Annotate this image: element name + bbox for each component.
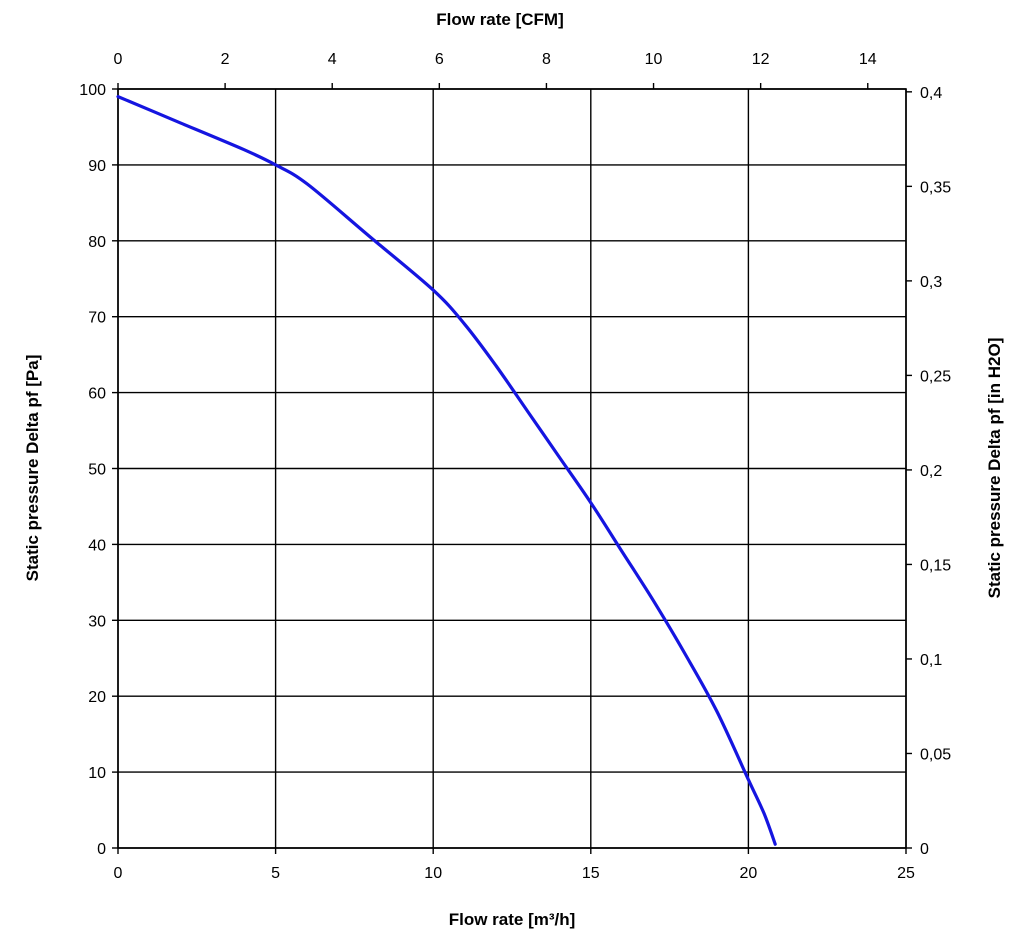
right-tick-label: 0 xyxy=(920,841,929,858)
left-tick-label: 40 xyxy=(88,537,106,554)
left-tick-label: 50 xyxy=(88,462,106,479)
top-tick-label: 12 xyxy=(752,51,770,68)
top-tick-label: 4 xyxy=(328,51,337,68)
grid-lines xyxy=(117,88,907,849)
left-tick-label: 20 xyxy=(88,689,106,706)
left-tick-label: 30 xyxy=(88,613,106,630)
x-axis-bottom-title: Flow rate [m³/h] xyxy=(449,910,576,929)
tick-marks xyxy=(112,83,912,854)
top-tick-label: 2 xyxy=(221,51,230,68)
right-tick-label: 0,4 xyxy=(920,85,942,102)
left-tick-label: 60 xyxy=(88,386,106,403)
left-tick-label: 80 xyxy=(88,234,106,251)
plot-frame xyxy=(117,88,907,849)
top-tick-label: 10 xyxy=(645,51,663,68)
series-line-pressure-curve xyxy=(116,95,777,846)
top-tick-label: 6 xyxy=(435,51,444,68)
bottom-tick-label: 5 xyxy=(271,865,280,882)
left-axis-tick-labels: 0 10 20 30 40 50 60 70 80 90 100 xyxy=(79,82,106,858)
bottom-tick-label: 20 xyxy=(740,865,758,882)
left-tick-label: 70 xyxy=(88,310,106,327)
left-tick-label: 0 xyxy=(97,841,106,858)
left-tick-label: 10 xyxy=(88,765,106,782)
bottom-axis-tick-labels: 0 5 10 15 20 25 xyxy=(114,865,915,882)
right-tick-label: 0,35 xyxy=(920,179,951,196)
y-axis-left-title: Static pressure Delta pf [Pa] xyxy=(23,355,42,582)
right-tick-label: 0,3 xyxy=(920,274,942,291)
bottom-tick-label: 25 xyxy=(897,865,915,882)
top-tick-label: 0 xyxy=(114,51,123,68)
top-tick-label: 8 xyxy=(542,51,551,68)
top-axis-tick-labels: 0 2 4 6 8 10 12 14 xyxy=(114,51,877,68)
bottom-tick-label: 10 xyxy=(424,865,442,882)
left-tick-label: 90 xyxy=(88,158,106,175)
x-axis-top-title: Flow rate [CFM] xyxy=(436,10,564,29)
right-tick-label: 0,25 xyxy=(920,368,951,385)
series-layer xyxy=(116,95,777,846)
left-tick-label: 100 xyxy=(79,82,106,99)
top-tick-label: 14 xyxy=(859,51,877,68)
right-tick-label: 0,05 xyxy=(920,746,951,763)
right-tick-label: 0,15 xyxy=(920,557,951,574)
y-axis-right-title: Static pressure Delta pf [in H2O] xyxy=(985,338,1004,599)
right-tick-label: 0,2 xyxy=(920,463,942,480)
right-axis-tick-labels: 0 0,05 0,1 0,15 0,2 0,25 0,3 0,35 0,4 xyxy=(920,85,951,858)
bottom-tick-label: 0 xyxy=(114,865,123,882)
bottom-tick-label: 15 xyxy=(582,865,600,882)
right-tick-label: 0,1 xyxy=(920,652,942,669)
